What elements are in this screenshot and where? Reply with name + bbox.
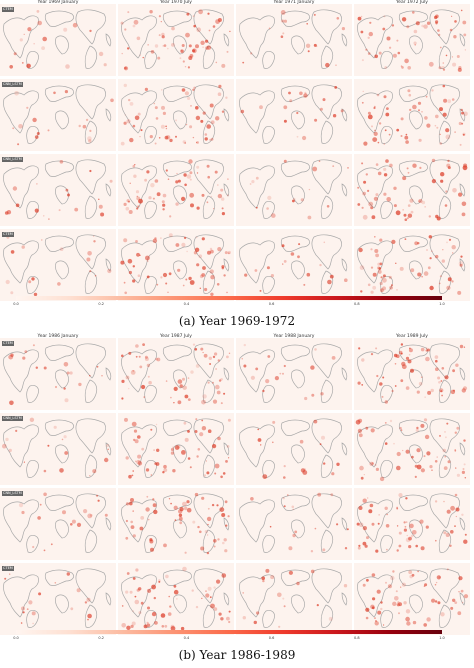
world-map [357,9,467,72]
world-map [120,83,230,146]
world-map [357,343,468,404]
map-cell [236,229,352,301]
world-map [121,492,230,555]
map-cell [118,563,234,635]
map-cell [0,488,116,560]
world-map [3,492,112,553]
column-title: Year 1987 July [160,334,192,339]
world-map [121,159,230,219]
map-cell [236,488,352,560]
map-cell [118,229,234,301]
world-map [239,9,348,69]
map-cell [0,563,116,635]
colorbar-tick-label: 0.6 [268,302,275,306]
map-cell [236,413,352,485]
map-cell [118,413,234,485]
world-map [3,568,112,628]
map-cell [0,413,116,485]
colorbar-tick-label: 1.0 [439,302,445,306]
column-title: Year 1971 January [273,0,315,5]
row-label: CTEM [2,566,14,571]
column-title: Year 1988 January [273,334,315,339]
panel-caption: (a) Year 1969-1972 [178,314,296,328]
colorbar-tick-label: 0.4 [183,302,190,306]
map-cell [118,4,234,76]
world-map [357,84,468,146]
colorbar-ticks: 0.0 0.2 0.4 0.6 0.8 1.0 [13,636,445,642]
world-map [120,9,231,71]
map-cell [118,79,234,151]
colorbar-tick-label: 0.6 [268,636,275,640]
map-cell [118,338,234,410]
column-title: Year 1969 January [37,0,79,5]
map-cell [354,79,470,151]
map-cell [354,4,470,76]
map-cell [0,338,116,410]
row-label: CNN_LSTM [2,82,23,87]
map-cell [354,563,470,635]
row-label: CTEM [2,341,14,346]
map-cell [0,79,116,151]
row-label: CTEM [2,232,14,237]
map-cell [0,229,116,301]
colorbar-tick-label: 0.2 [98,302,104,306]
map-cell [236,79,352,151]
map-cell [0,4,116,76]
column-title: Year 1970 July [160,0,192,5]
world-map [239,343,348,403]
world-map [239,418,348,479]
world-map [3,84,114,146]
colorbar-ticks: 0.0 0.2 0.4 0.6 0.8 1.0 [13,302,445,308]
column-title: Year 1972 July [396,0,428,5]
row-label: CNN_LSTM [2,416,23,421]
world-map [3,343,112,406]
world-map [239,234,348,294]
colorbar-tick-label: 0.2 [98,636,104,640]
world-map [2,417,112,478]
map-cell [354,338,470,410]
map-cell [0,154,116,226]
map-cell [354,154,470,226]
world-map [3,9,112,69]
row-label: CTEM [2,7,14,12]
world-map [357,158,468,221]
map-cell [236,338,352,410]
world-map [239,568,348,628]
world-map [355,418,466,482]
world-map [356,493,468,553]
map-cell [236,563,352,635]
world-map [357,234,466,295]
world-map [121,343,231,405]
map-cell [236,4,352,76]
world-map [357,568,469,628]
world-map [239,492,349,553]
world-map [3,234,112,297]
colorbar [16,630,442,634]
colorbar-tick-label: 0.4 [183,636,190,640]
map-cell [354,488,470,560]
column-title: Year 1986 January [37,334,79,339]
colorbar-tick-label: 0.8 [354,636,360,640]
panel-caption: (b) Year 1986-1989 [178,648,296,662]
column-title: Year 1989 July [396,334,428,339]
colorbar-tick-label: 0.8 [354,302,360,306]
map-cell [236,154,352,226]
colorbar [16,296,442,300]
row-label: CNN_LSTM [2,491,23,496]
world-map [121,417,231,479]
colorbar-tick-label: 0.0 [13,302,19,306]
colorbar-tick-label: 1.0 [439,636,445,640]
row-label: CNN_LSTM [2,157,23,162]
world-map [120,233,231,296]
world-map [3,159,113,220]
map-cell [354,229,470,301]
map-cell [118,488,234,560]
map-cell [354,413,470,485]
world-map [239,84,348,144]
world-map [121,566,231,631]
colorbar-tick-label: 0.0 [13,636,19,640]
world-map [239,159,349,220]
map-cell [118,154,234,226]
